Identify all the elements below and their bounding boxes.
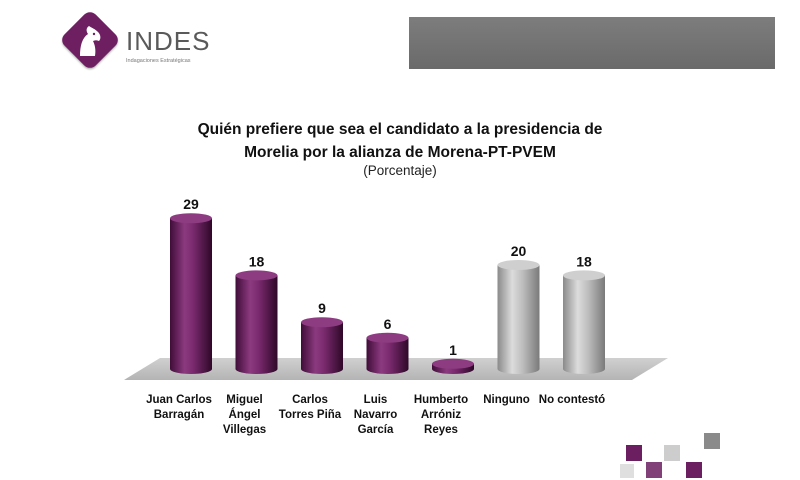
data-label: 6 <box>384 316 392 332</box>
category-label: Luis Navarro García <box>353 394 398 436</box>
data-label: 18 <box>576 253 592 269</box>
category-label: Juan Carlos Barragán <box>146 394 212 421</box>
bar-4: 6 <box>366 316 409 374</box>
chart-title-line-2: Morelia por la alianza de Morena-PT-PVEM <box>244 144 556 161</box>
bar-top <box>497 260 540 270</box>
data-label: 20 <box>511 243 527 259</box>
data-label: 18 <box>249 253 265 269</box>
bar-body <box>366 337 409 374</box>
brand-tagline: Indagaciones Estratégicas <box>126 58 191 64</box>
bar-body <box>170 218 212 374</box>
bar-top <box>235 270 278 281</box>
bar-5: 1 <box>432 342 474 374</box>
chart-title-line-1: Quién prefiere que sea el candidato a la… <box>197 121 603 138</box>
data-label: 9 <box>318 300 326 316</box>
horse-icon <box>80 26 101 56</box>
chart-title: Quién prefiere que sea el candidato a la… <box>150 118 650 164</box>
data-label: 1 <box>449 342 457 358</box>
bar-body <box>563 275 605 374</box>
bar-body <box>235 275 278 374</box>
category-label: Miguel Ángel Villegas <box>222 394 267 436</box>
bar-top <box>366 332 409 343</box>
brand-logo: INDES Indagaciones Estratégicas <box>58 8 209 74</box>
bar-3: 9 <box>301 300 343 374</box>
decorative-squares <box>620 433 720 478</box>
bar-body <box>301 322 343 374</box>
chart-subtitle: (Porcentaje) <box>363 163 437 178</box>
bar-7: 18 <box>563 253 605 374</box>
category-label: Humberto Arróniz Reyes <box>413 394 469 436</box>
bar-6: 20 <box>497 243 540 374</box>
category-label: No contestó <box>538 394 606 406</box>
data-label: 29 <box>183 196 199 212</box>
bar-top <box>170 213 212 224</box>
bar-top <box>563 270 605 281</box>
header-banner <box>409 17 775 69</box>
bar-body <box>497 265 540 374</box>
bar-top <box>301 317 343 328</box>
bar-top <box>432 358 474 369</box>
bar-2: 18 <box>235 253 278 374</box>
category-label: Carlos Torres Piña <box>278 394 342 421</box>
bar-1: 29 <box>170 196 212 374</box>
brand-name: INDES <box>126 26 211 56</box>
category-label: Ninguno <box>483 394 530 406</box>
